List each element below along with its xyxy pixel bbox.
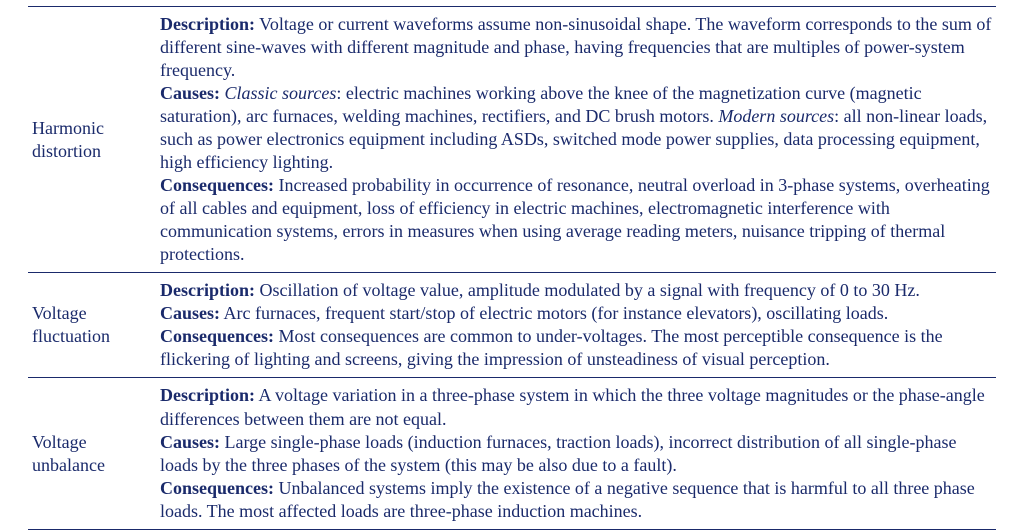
- page: Harmonic distortion Description: Voltage…: [0, 0, 1024, 531]
- description-label: Description:: [160, 385, 255, 405]
- description-label: Description:: [160, 14, 255, 34]
- causes-segment: Classic sources: [225, 83, 337, 103]
- definition-cell: Description: Voltage or current waveform…: [156, 7, 996, 273]
- definition-cell: Description: Oscillation of voltage valu…: [156, 273, 996, 378]
- term-text: Harmonic distortion: [32, 118, 104, 161]
- consequences-label: Consequences:: [160, 478, 274, 498]
- term-text: Voltage unbalance: [32, 432, 105, 475]
- term-text: Voltage fluctuation: [32, 303, 110, 346]
- term-cell: Harmonic distortion: [28, 7, 156, 273]
- description-text: A voltage variation in a three-phase sys…: [160, 385, 985, 428]
- consequences-label: Consequences:: [160, 326, 274, 346]
- description-label: Description:: [160, 280, 255, 300]
- table-row: Voltage unbalance Description: A voltage…: [28, 378, 996, 529]
- causes-label: Causes:: [160, 83, 220, 103]
- causes-segment: Arc furnaces, frequent start/stop of ele…: [224, 303, 889, 323]
- definition-cell: Description: A voltage variation in a th…: [156, 378, 996, 529]
- table-row: Harmonic distortion Description: Voltage…: [28, 7, 996, 273]
- consequences-label: Consequences:: [160, 175, 274, 195]
- description-text: Oscillation of voltage value, amplitude …: [259, 280, 919, 300]
- term-cell: Voltage unbalance: [28, 378, 156, 529]
- term-cell: Voltage fluctuation: [28, 273, 156, 378]
- description-text: Voltage or current waveforms assume non-…: [160, 14, 991, 80]
- causes-label: Causes:: [160, 303, 220, 323]
- causes-segment: Modern sources: [718, 106, 834, 126]
- definitions-table: Harmonic distortion Description: Voltage…: [28, 6, 996, 530]
- causes-segment: Large single-phase loads (induction furn…: [160, 432, 956, 475]
- table-row: Voltage fluctuation Description: Oscilla…: [28, 273, 996, 378]
- consequences-text: Increased probability in occurrence of r…: [160, 175, 990, 264]
- causes-label: Causes:: [160, 432, 220, 452]
- consequences-text: Most consequences are common to under-vo…: [160, 326, 943, 369]
- consequences-text: Unbalanced systems imply the existence o…: [160, 478, 975, 521]
